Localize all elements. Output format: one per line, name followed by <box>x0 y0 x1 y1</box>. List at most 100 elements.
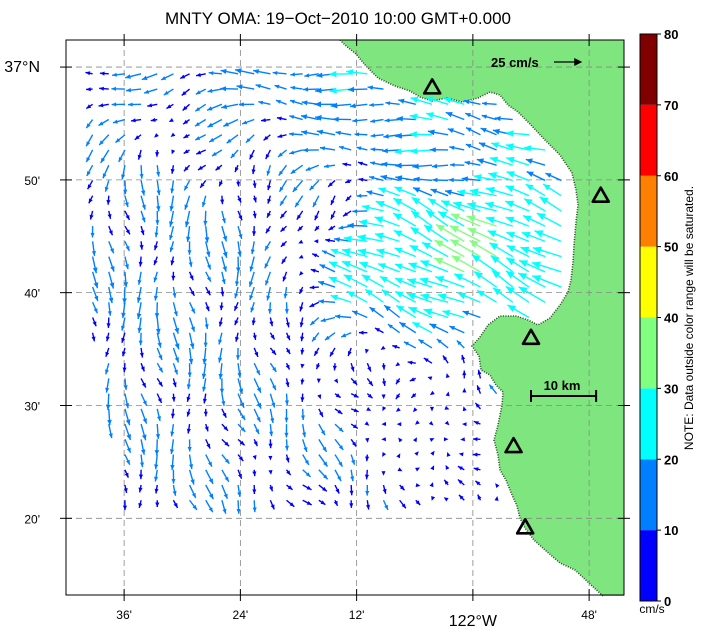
vector-head <box>275 100 281 104</box>
current-vector <box>182 103 191 112</box>
colorbar-band <box>640 104 657 176</box>
current-vector <box>531 275 562 288</box>
vector-head <box>218 339 223 345</box>
vector-head <box>184 166 189 172</box>
vector-head <box>328 182 333 187</box>
vector-head <box>141 449 146 455</box>
vector-head <box>138 487 143 493</box>
vector-head <box>86 141 91 147</box>
current-vector <box>358 177 368 182</box>
vector-head <box>137 279 142 285</box>
vector-head <box>381 161 388 167</box>
vector-head <box>479 142 486 148</box>
current-vector <box>156 378 164 387</box>
current-vector <box>260 118 271 123</box>
vector-head <box>465 113 471 118</box>
vector-head <box>123 385 128 390</box>
vector-head <box>395 175 403 182</box>
current-vector <box>125 73 142 79</box>
current-vector <box>156 332 162 348</box>
vector-head <box>239 440 245 446</box>
vector-head <box>518 286 528 295</box>
vector-head <box>457 479 463 485</box>
vector-head <box>305 472 311 477</box>
vector-head <box>186 396 191 402</box>
current-vector <box>334 454 344 467</box>
current-vector <box>410 148 433 155</box>
vector-head <box>171 479 176 484</box>
vector-head <box>208 461 212 467</box>
current-vector <box>137 149 142 160</box>
current-vector <box>172 378 177 388</box>
vector-head <box>113 119 118 124</box>
current-vector <box>104 180 110 192</box>
vector-head <box>206 443 211 449</box>
current-vector <box>474 480 481 486</box>
current-vector <box>394 277 417 288</box>
current-vector <box>462 422 467 427</box>
vector-head <box>424 225 433 233</box>
current-vector <box>233 301 239 312</box>
vector-head <box>203 220 208 226</box>
vector-head <box>277 134 283 138</box>
vector-head <box>189 275 194 281</box>
current-vector <box>534 230 562 243</box>
current-vector <box>124 210 131 221</box>
vector-head <box>531 261 541 269</box>
current-vector <box>421 241 449 258</box>
vector-head <box>403 341 409 346</box>
vector-head <box>429 323 437 330</box>
current-vector <box>328 261 352 273</box>
latitude-label: 20' <box>24 512 40 526</box>
current-vector <box>382 406 387 412</box>
vector-head <box>272 367 277 372</box>
current-vector <box>526 170 546 182</box>
current-vector <box>108 286 114 304</box>
current-vector <box>343 274 368 288</box>
vector-head <box>413 187 421 193</box>
current-vector <box>358 219 384 227</box>
vector-head <box>267 198 272 204</box>
current-vector <box>252 485 257 495</box>
current-vector <box>302 87 319 92</box>
current-vector <box>382 484 387 494</box>
vector-head <box>300 397 305 402</box>
current-vector <box>323 164 336 169</box>
current-vector <box>472 452 481 457</box>
vector-head <box>445 112 453 118</box>
current-vector <box>465 126 481 136</box>
vector-head <box>154 133 159 138</box>
current-vector <box>283 286 288 299</box>
vector-head <box>270 418 275 423</box>
current-vector <box>354 132 368 137</box>
vector-head <box>123 488 128 493</box>
current-vector <box>138 332 143 346</box>
current-vector <box>409 377 417 382</box>
current-vector <box>234 164 239 173</box>
vector-head <box>412 163 419 170</box>
current-vector <box>330 294 352 303</box>
vector-head <box>299 322 304 328</box>
longitude-label: 12' <box>349 608 365 622</box>
current-vector <box>111 86 125 91</box>
vector-head <box>153 295 158 301</box>
vector-head <box>322 250 327 255</box>
vector-head <box>426 112 435 119</box>
current-vector <box>124 241 130 252</box>
current-vector <box>464 112 481 121</box>
current-vector <box>277 149 287 158</box>
current-vector <box>309 285 319 290</box>
vector-head <box>338 225 344 230</box>
current-vector <box>396 116 416 122</box>
vector-head <box>410 96 419 103</box>
vector-head <box>100 71 105 76</box>
vector-head <box>98 103 104 108</box>
vector-head <box>392 345 398 349</box>
vector-head <box>399 485 405 491</box>
vector-head <box>296 214 302 220</box>
current-vector <box>187 363 192 378</box>
current-vector <box>139 165 144 179</box>
vector-head <box>312 253 318 258</box>
vector-head <box>351 459 355 465</box>
current-vector <box>183 180 191 191</box>
